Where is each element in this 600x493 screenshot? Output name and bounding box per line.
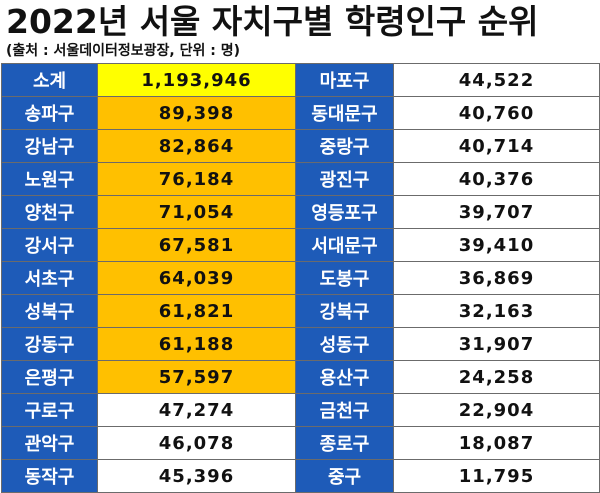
table-row: 은평구 57,597 용산구 24,258 [1, 360, 600, 394]
table-row: 노원구 76,184 광진구 40,376 [1, 162, 600, 196]
table-row: 강동구 61,188 성동구 31,907 [1, 327, 600, 361]
district-name: 영등포구 [295, 195, 394, 229]
ranking-table-body: 소계 1,193,946 마포구 44,522 송파구 89,398 동대문구 … [1, 63, 600, 493]
district-name: 중랑구 [295, 129, 394, 163]
student-count: 44,522 [393, 63, 600, 97]
student-count: 61,821 [97, 294, 296, 328]
student-count: 57,597 [97, 360, 296, 394]
student-count: 82,864 [97, 129, 296, 163]
student-count: 89,398 [97, 96, 296, 130]
source-note: (출처 : 서울데이터정보광장, 단위 : 명) [6, 43, 241, 59]
table-row: 서초구 64,039 도봉구 36,869 [1, 261, 600, 295]
district-name: 광진구 [295, 162, 394, 196]
district-name: 중구 [295, 459, 394, 493]
student-count: 71,054 [97, 195, 296, 229]
district-name: 관악구 [1, 426, 98, 460]
district-name: 구로구 [1, 393, 98, 427]
student-count: 31,907 [393, 327, 600, 361]
district-name: 동대문구 [295, 96, 394, 130]
table-row: 성북구 61,821 강북구 32,163 [1, 294, 600, 328]
student-count: 47,274 [97, 393, 296, 427]
student-count: 61,188 [97, 327, 296, 361]
district-name: 양천구 [1, 195, 98, 229]
table-row: 소계 1,193,946 마포구 44,522 [1, 63, 600, 97]
student-count: 67,581 [97, 228, 296, 262]
ranking-table: 소계 1,193,946 마포구 44,522 송파구 89,398 동대문구 … [1, 63, 600, 493]
student-count: 40,376 [393, 162, 600, 196]
student-count: 64,039 [97, 261, 296, 295]
student-count: 40,714 [393, 129, 600, 163]
table-row: 관악구 46,078 종로구 18,087 [1, 426, 600, 460]
table-row: 동작구 45,396 중구 11,795 [1, 459, 600, 493]
district-name: 마포구 [295, 63, 394, 97]
student-count: 18,087 [393, 426, 600, 460]
district-name: 동작구 [1, 459, 98, 493]
table-row: 송파구 89,398 동대문구 40,760 [1, 96, 600, 130]
district-name: 은평구 [1, 360, 98, 394]
table-row: 구로구 47,274 금천구 22,904 [1, 393, 600, 427]
student-count: 76,184 [97, 162, 296, 196]
district-name: 송파구 [1, 96, 98, 130]
student-count: 36,869 [393, 261, 600, 295]
district-name: 강북구 [295, 294, 394, 328]
student-count: 22,904 [393, 393, 600, 427]
student-count: 11,795 [393, 459, 600, 493]
student-count: 45,396 [97, 459, 296, 493]
student-count: 46,078 [97, 426, 296, 460]
district-name: 노원구 [1, 162, 98, 196]
student-count: 24,258 [393, 360, 600, 394]
table-row: 강서구 67,581 서대문구 39,410 [1, 228, 600, 262]
page-title: 2022년 서울 자치구별 학령인구 순위 [6, 2, 539, 41]
student-count: 39,707 [393, 195, 600, 229]
district-name: 서초구 [1, 261, 98, 295]
district-name: 강동구 [1, 327, 98, 361]
district-name: 강서구 [1, 228, 98, 262]
table-row: 강남구 82,864 중랑구 40,714 [1, 129, 600, 163]
district-name: 용산구 [295, 360, 394, 394]
district-name: 강남구 [1, 129, 98, 163]
student-count-total: 1,193,946 [97, 63, 296, 97]
district-name: 도봉구 [295, 261, 394, 295]
district-name: 소계 [1, 63, 98, 97]
district-name: 종로구 [295, 426, 394, 460]
district-name: 서대문구 [295, 228, 394, 262]
district-name: 성동구 [295, 327, 394, 361]
student-count: 32,163 [393, 294, 600, 328]
district-name: 성북구 [1, 294, 98, 328]
table-row: 양천구 71,054 영등포구 39,707 [1, 195, 600, 229]
student-count: 39,410 [393, 228, 600, 262]
student-count: 40,760 [393, 96, 600, 130]
district-name: 금천구 [295, 393, 394, 427]
